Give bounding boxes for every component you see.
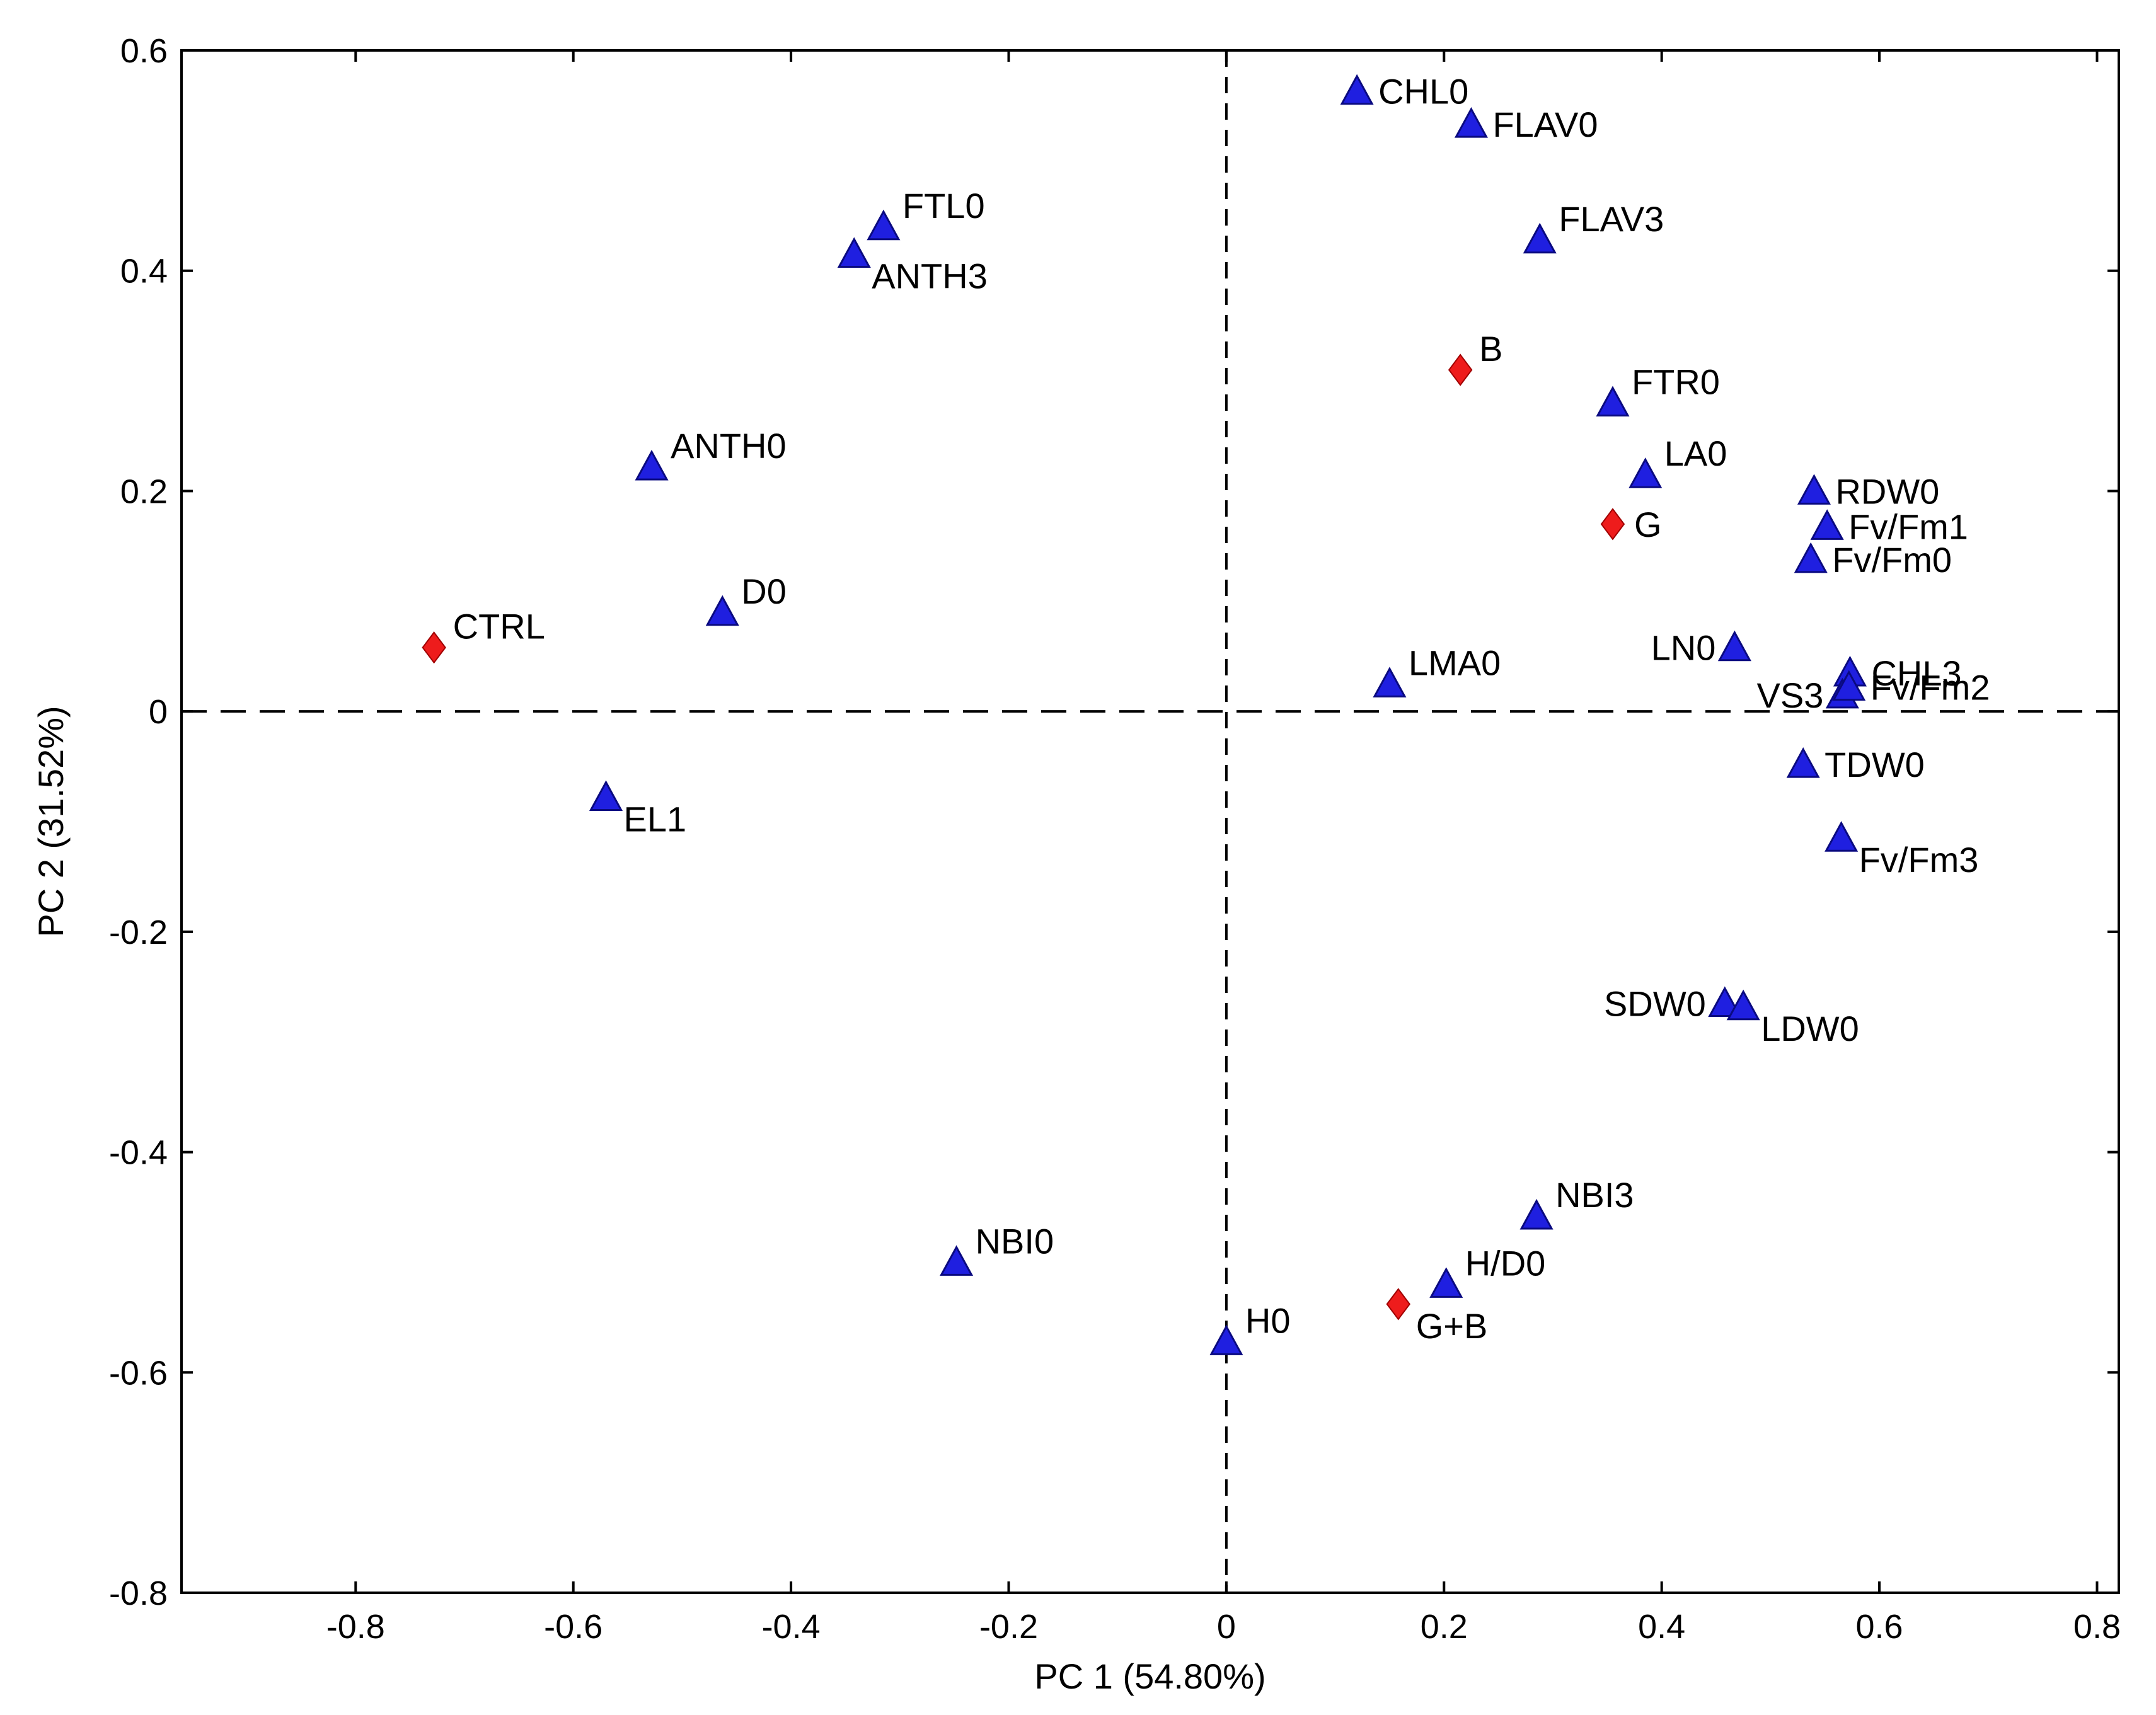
x-tick-label: 0.8 [2073,1608,2121,1646]
variable-point-triangle [1832,670,1866,701]
variable-point-triangle [1629,457,1663,488]
x-tick-label: 0.2 [1421,1608,1468,1646]
y-tick-label: -0.8 [109,1574,168,1612]
variable-point-triangle [1523,222,1557,254]
variable-point-triangle [1454,107,1488,138]
point-label: CHL0 [1378,72,1468,112]
point-label: NBI0 [976,1221,1054,1261]
point-label: Fv/Fm2 [1871,668,1990,708]
point-label: RDW0 [1835,471,1939,511]
variable-point-triangle [1794,542,1828,573]
variable-point-triangle [837,237,871,268]
treatment-point-diamond [422,631,446,664]
variable-point-triangle [867,209,901,241]
point-label: FTR0 [1632,362,1720,402]
x-tick-label: 0.4 [1638,1608,1685,1646]
x-tick-label: -0.8 [326,1608,385,1646]
point-label: FLAV3 [1559,199,1664,239]
y-tick-label: 0.6 [120,32,168,70]
variable-point-triangle [940,1245,974,1276]
variable-point-triangle [1717,630,1751,662]
variable-point-triangle [1708,986,1742,1018]
y-tick-label: 0.4 [120,253,168,290]
point-label: VS3 [1756,675,1823,715]
variable-point-triangle [1726,989,1760,1021]
point-label: H/D0 [1465,1243,1546,1283]
variable-point-triangle [1373,667,1407,697]
y-tick-label: -0.6 [109,1354,168,1392]
x-tick-label: -0.2 [979,1608,1038,1646]
axis-ticks: -0.8 -0.6 -0.4 -0.2 0 0.2 0.4 0.6 0.8 0.6 0.4 0.2 0 -… [109,32,2121,1646]
point-label: LN0 [1651,628,1716,668]
y-tick-label: -0.2 [109,914,168,951]
variable-point-triangle [589,780,623,812]
point-label: CTRL [453,607,545,646]
point-label: TDW0 [1825,745,1925,784]
point-label: EL1 [624,800,687,839]
point-label: G+B [1416,1306,1488,1346]
variable-point-triangle [1596,386,1630,417]
y-tick-label: 0 [149,693,168,731]
variable-point-triangle [1209,1324,1243,1355]
variable-point-triangle [1519,1198,1554,1230]
point-label: FLAV0 [1492,105,1598,144]
x-tick-label: 0.6 [1856,1608,1903,1646]
x-tick-label: -0.4 [762,1608,821,1646]
point-label: NBI3 [1555,1175,1634,1215]
variable-point-triangle [1810,509,1844,540]
x-axis-label: PC 1 (54.80%) [1034,1656,1265,1696]
variable-point-triangle [705,595,739,626]
variable-point-triangle [635,449,669,481]
variable-point-triangle [1340,74,1374,105]
variable-point-triangle [1429,1267,1463,1298]
point-label: G [1634,505,1662,544]
point-label: LA0 [1664,433,1727,473]
variable-point-triangle [1797,474,1831,505]
x-tick-label: 0 [1217,1608,1236,1646]
y-axis-label: PC 2 (31.52%) [31,706,71,937]
point-label: FTL0 [902,186,985,226]
point-label: Fv/Fm0 [1832,540,1952,580]
point-label: SDW0 [1604,984,1706,1024]
point-label: ANTH0 [671,426,787,466]
point-label: B [1479,329,1502,369]
point-label: LDW0 [1761,1009,1859,1048]
treatment-point-diamond [1448,353,1473,386]
y-tick-label: -0.4 [109,1134,168,1172]
x-tick-label: -0.6 [544,1608,602,1646]
y-tick-label: 0.2 [120,473,168,510]
point-label: D0 [741,571,787,611]
treatment-point-diamond [1386,1288,1410,1321]
variable-point-triangle [1786,747,1820,778]
point-label: CHL3 [1871,653,1961,693]
treatment-point-diamond [1600,508,1625,541]
variable-point-triangle [1825,821,1859,852]
plot-frame [180,49,2120,1594]
point-label: Fv/Fm3 [1859,840,1979,880]
point-label: LMA0 [1409,643,1501,682]
point-label: Fv/Fm1 [1848,507,1968,546]
point-label: H0 [1245,1300,1291,1340]
point-label: ANTH3 [872,256,988,295]
